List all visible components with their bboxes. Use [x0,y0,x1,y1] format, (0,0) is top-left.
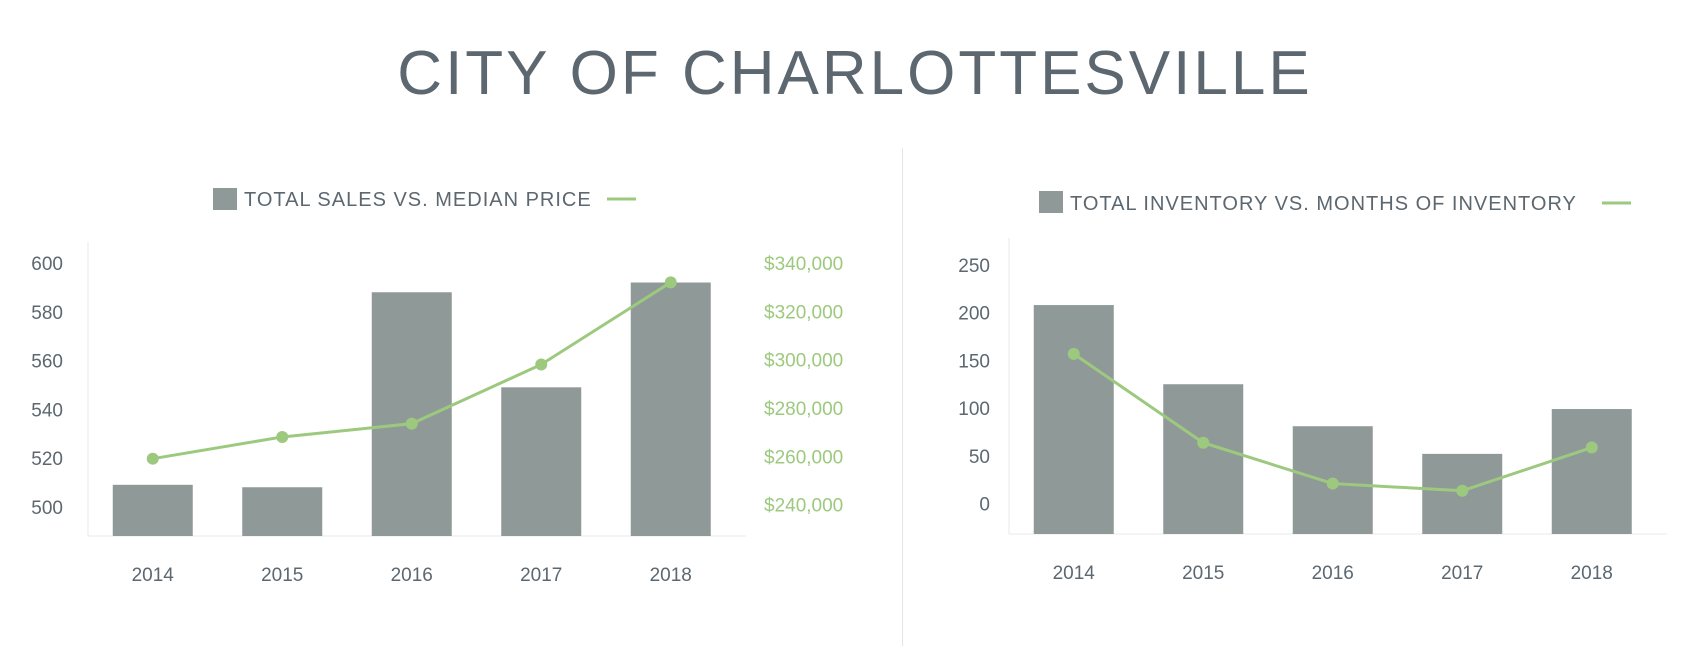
chart1-bar [112,484,193,536]
chart1-x-tick-label: 2014 [132,565,175,586]
chart2-x-tick-label: 2017 [1441,563,1483,584]
chart-divider [902,148,903,646]
chart1-x-tick-label: 2015 [261,565,303,586]
chart1-y-left-tick-label: 600 [31,254,63,275]
chart2-line-point [1456,484,1469,497]
chart1-y-left-tick-label: 560 [31,352,63,373]
chart2-legend-title: TOTAL INVENTORY VS. MONTHS OF INVENTORY [1070,193,1577,215]
chart2-line-point [1197,436,1210,449]
chart2-line-point [1067,347,1080,360]
chart2-line-point [1585,441,1598,454]
chart1-x-tick-label: 2016 [391,565,433,586]
chart1-bar [371,292,452,536]
chart2-y-left-tick-label: 100 [958,399,990,420]
chart1-line-point [146,452,159,465]
page-title: CITY OF CHARLOTTESVILLE [397,39,1313,108]
chart2-x-tick-label: 2018 [1571,563,1613,584]
chart2-y-left-tick-label: 0 [979,494,990,515]
chart1-y-left-tick-label: 520 [31,449,63,470]
chart1-y-left-tick-label: 540 [31,400,63,421]
chart2-y-left-tick-label: 150 [958,351,990,372]
chart1-x-tick-label: 2017 [520,565,562,586]
chart1-bar [242,487,323,536]
chart1-line-point [535,358,548,371]
chart2-y-left-tick-label: 250 [958,256,990,277]
chart2-y-left-tick-label: 200 [958,304,990,325]
chart2-bar [1551,409,1632,534]
chart2-x-tick-label: 2015 [1182,563,1224,584]
chart1-y-right-tick-label: $260,000 [764,447,843,468]
chart1-y-left-tick-label: 500 [31,498,63,519]
chart2-bar [1033,305,1114,534]
chart1-y-right-tick-label: $320,000 [764,302,843,323]
chart2-x-tick-label: 2014 [1053,563,1096,584]
chart1-bar [630,282,711,536]
chart2-legend-bar-swatch [1039,191,1063,213]
chart1-line-point [276,430,289,443]
chart2-line-point [1326,477,1339,490]
chart1-line-point [664,276,677,289]
chart1-y-right-tick-label: $300,000 [764,351,843,372]
chart2-x-tick-label: 2016 [1312,563,1354,584]
chart2-bar [1163,384,1244,534]
chart1-y-right-tick-label: $280,000 [764,399,843,420]
chart1-legend-title: TOTAL SALES VS. MEDIAN PRICE [244,189,592,211]
chart1-legend-bar-swatch [213,188,237,210]
chart1-y-left-tick-label: 580 [31,303,63,324]
chart2-y-left-tick-label: 50 [969,447,990,468]
chart1-y-right-tick-label: $340,000 [764,254,843,275]
chart1-bar [501,387,582,536]
chart1-y-right-tick-label: $240,000 [764,496,843,517]
chart1-x-tick-label: 2018 [650,565,692,586]
chart1-line-point [405,417,418,430]
